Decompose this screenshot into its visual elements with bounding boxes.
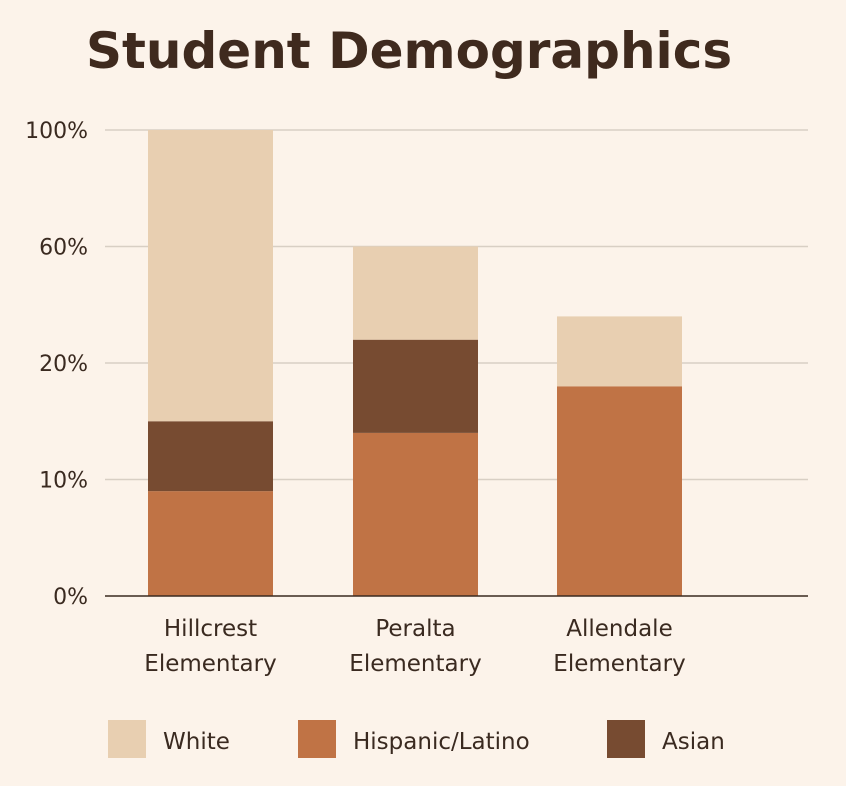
y-tick-label: 10% [39,469,88,494]
legend-swatch [108,720,146,758]
bar-segment-asian [353,339,478,433]
legend-label: Hispanic/Latino [353,729,530,755]
legend-label: White [163,729,230,755]
x-tick-label: Allendale [566,616,672,642]
legend: White Hispanic/Latino Asian [108,720,725,758]
y-tick-label: 60% [39,236,88,261]
legend-label: Asian [662,729,725,755]
bar-segment-hispanic-latino [148,491,273,596]
x-axis-labels: Hillcrest Elementary Peralta Elementary Alle… [144,616,685,677]
bar-segment-white [353,246,478,340]
y-tick-label: 20% [39,352,88,377]
chart-title: Student Demographics [86,22,732,80]
bar-segment-hispanic-latino [353,432,478,596]
bars [148,130,682,596]
x-tick-label: Elementary [144,651,276,677]
y-axis-ticks: 0% 10% 20% 60% 100% [25,119,88,610]
x-tick-label: Hillcrest [164,616,257,642]
y-tick-label: 0% [53,585,88,610]
x-tick-label: Elementary [349,651,481,677]
bar-segment-asian [148,421,273,492]
legend-swatch [298,720,336,758]
legend-swatch [607,720,645,758]
bar-segment-white [557,316,682,387]
bar-segment-hispanic-latino [557,386,682,596]
y-tick-label: 100% [25,119,88,144]
bar-segment-white [148,130,273,422]
x-tick-label: Peralta [375,616,455,642]
x-tick-label: Elementary [553,651,685,677]
